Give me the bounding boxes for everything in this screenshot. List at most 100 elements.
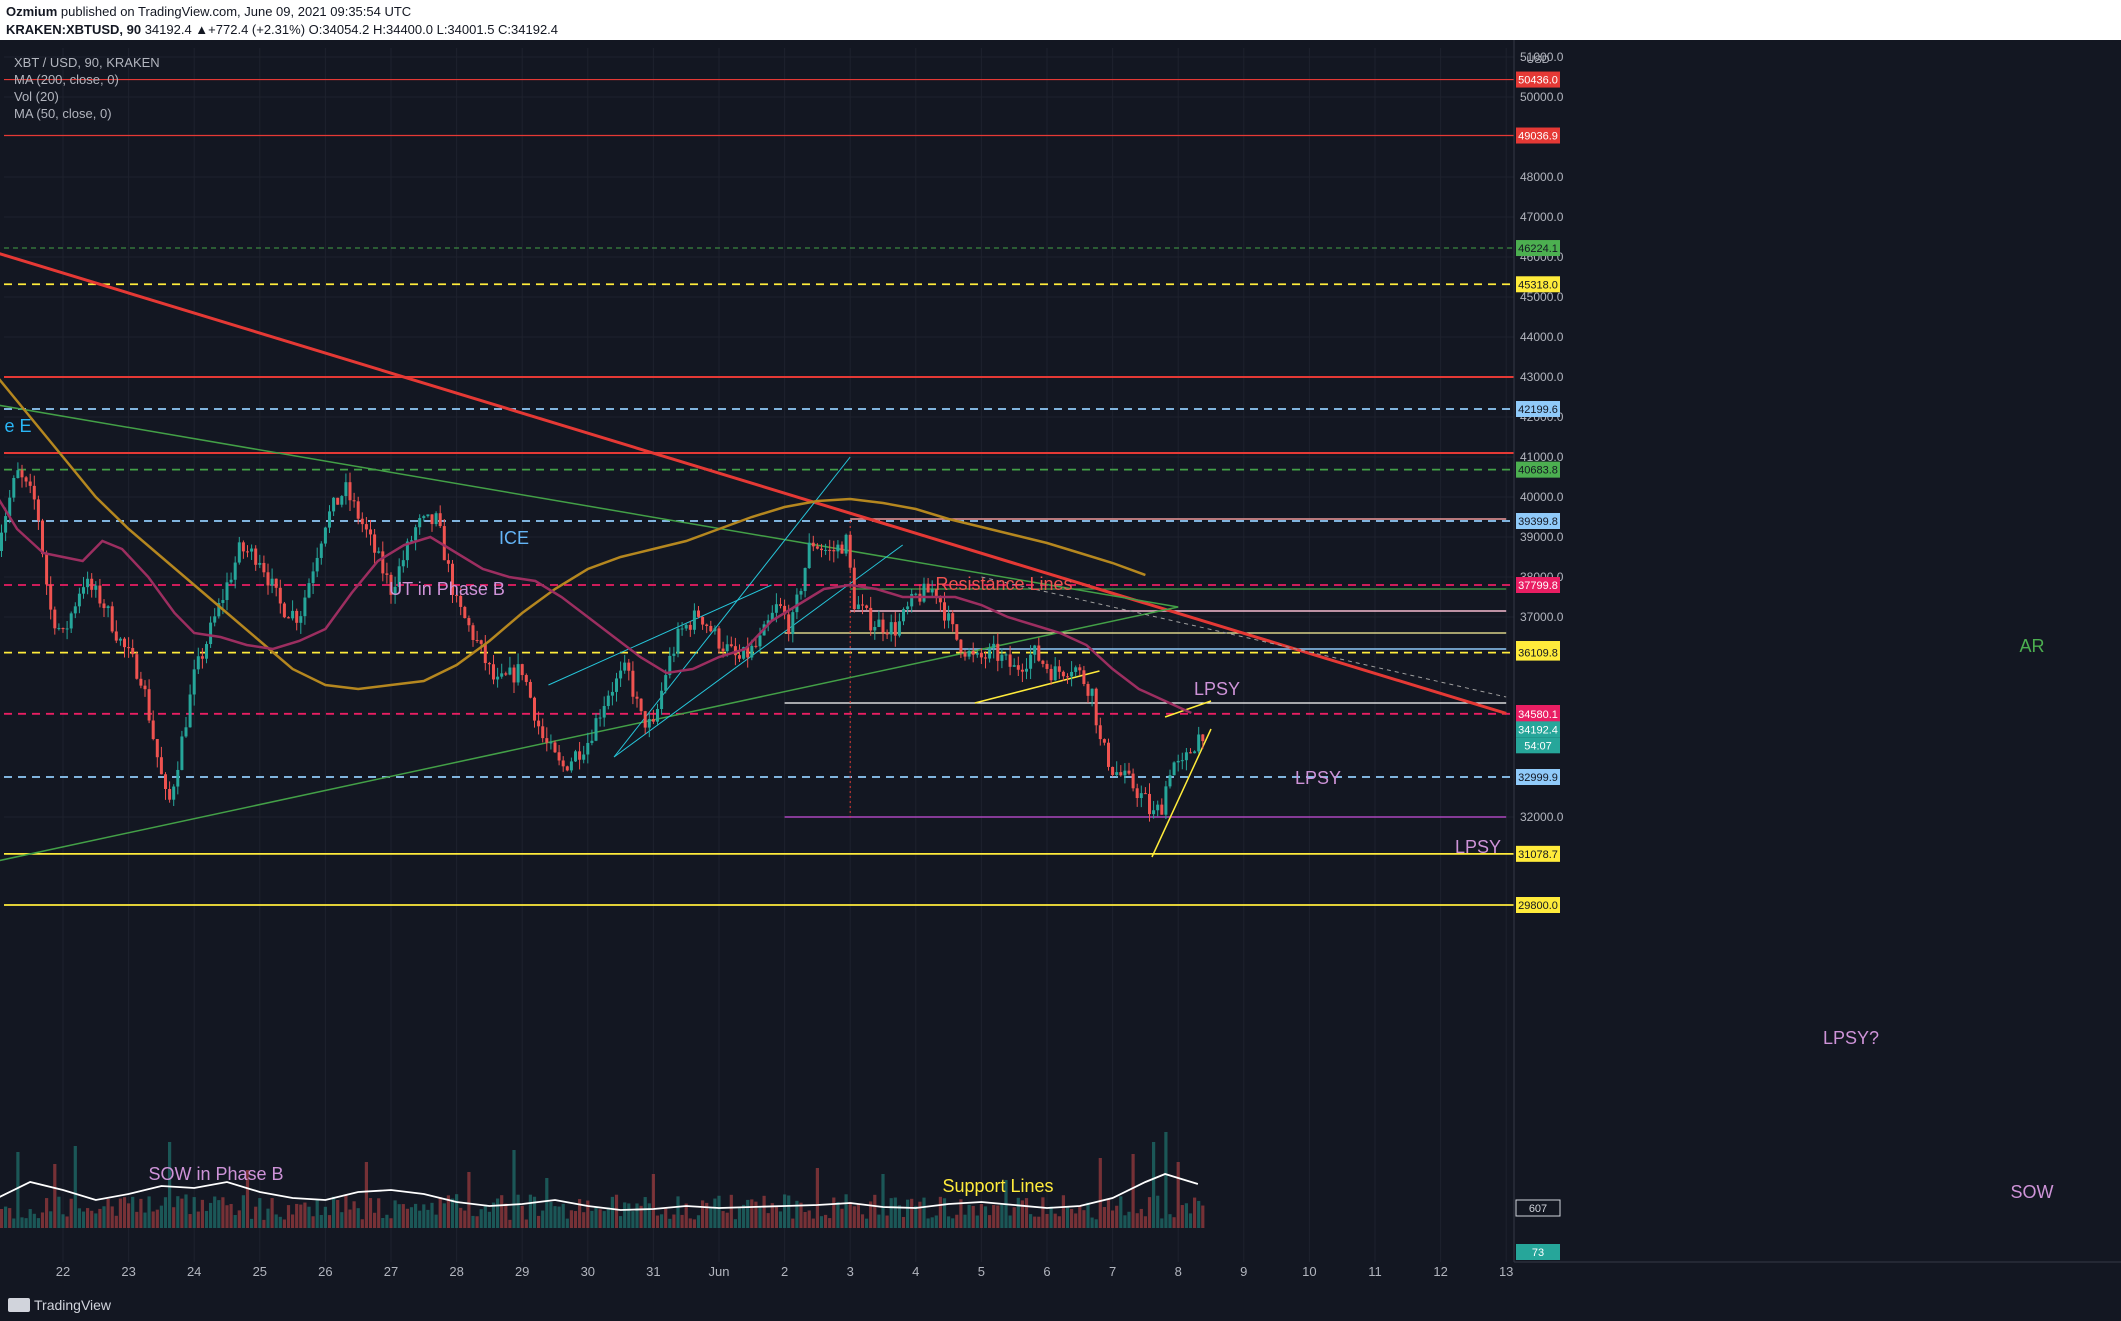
candle-body <box>282 603 286 618</box>
volume-bar <box>783 1194 787 1228</box>
price-tick-label: 43000.0 <box>1520 370 1564 384</box>
volume-bar <box>81 1211 86 1228</box>
volume-bar <box>598 1209 602 1228</box>
volume-bar <box>528 1194 532 1228</box>
candle-body <box>168 788 172 800</box>
volume-bar <box>541 1210 545 1228</box>
candle-body <box>569 761 573 771</box>
time-axis[interactable]: 22 23 24 25 26 27 28 29 30 31 Jun 2 3 4 5 6 7 8 9 10 11 12 13 <box>56 1264 1514 1279</box>
volume-bar <box>467 1172 471 1228</box>
trendline <box>1151 728 1212 858</box>
candle-body <box>865 605 869 608</box>
price-label-box <box>1516 240 1560 257</box>
volume-bar <box>12 1218 16 1228</box>
candle-body <box>504 673 508 675</box>
trendlines <box>0 252 1507 862</box>
candle-body <box>701 616 705 625</box>
volume-bar <box>336 1199 340 1228</box>
volume-bar <box>619 1216 623 1228</box>
volume-bar <box>922 1197 926 1228</box>
volume-bar <box>865 1218 869 1228</box>
candle-body <box>274 578 278 588</box>
volume-bar <box>356 1208 360 1228</box>
price-tick-label: 47000.0 <box>1520 210 1564 224</box>
price-label-box <box>1516 71 1560 88</box>
volume-bar <box>1053 1213 1057 1228</box>
candle-body <box>1148 793 1151 815</box>
candle-body <box>127 647 131 649</box>
volume-bar <box>233 1215 237 1228</box>
volume-bar <box>504 1203 508 1228</box>
volume-bar <box>910 1198 914 1228</box>
volume-bar <box>307 1206 311 1228</box>
candle-body <box>77 593 81 607</box>
price-tick-label: 50000.0 <box>1520 90 1564 104</box>
candle-body <box>934 589 938 597</box>
trendline <box>974 670 1100 704</box>
price-label-box <box>1516 769 1560 785</box>
candle-body <box>118 638 122 641</box>
candle-body <box>549 742 553 744</box>
candle-body <box>664 675 668 691</box>
candle-body <box>221 600 225 603</box>
footer-bar: TradingView <box>0 1290 2121 1321</box>
volume-bar <box>348 1209 352 1228</box>
volume-bar <box>893 1197 897 1228</box>
candle-body <box>377 551 381 553</box>
candle-body <box>967 650 971 657</box>
volume-bar <box>102 1206 106 1228</box>
volume-bar <box>241 1195 245 1228</box>
candle-body <box>1057 666 1061 672</box>
price-chart[interactable]: ICE UT in Phase B Resistance Lines LPSY LPSY… <box>0 40 2121 1290</box>
candle-body <box>73 606 77 614</box>
candle-body <box>471 625 475 640</box>
time-tick-label: 12 <box>1433 1264 1447 1279</box>
volume-bar <box>828 1218 832 1228</box>
candle-body <box>766 620 770 625</box>
candle-body <box>205 644 208 659</box>
candle-body <box>61 628 65 630</box>
volume-bar <box>98 1208 102 1228</box>
volume-bar <box>791 1218 795 1228</box>
volume-bar <box>364 1162 368 1228</box>
volume-bar <box>500 1195 504 1228</box>
time-tick-label: 30 <box>581 1264 595 1279</box>
volume-label: 607 <box>1529 1203 1547 1215</box>
candle-body <box>1094 688 1098 726</box>
candle-body <box>635 696 639 699</box>
candle-body <box>1184 752 1188 761</box>
candle-body <box>479 640 483 644</box>
candle-body <box>401 560 405 567</box>
volume-bar <box>209 1202 213 1228</box>
volume-bar <box>151 1211 155 1228</box>
volume-bar <box>1143 1216 1147 1228</box>
volume-bar <box>397 1204 401 1228</box>
candle-body <box>94 585 98 590</box>
volume-bar <box>975 1215 979 1228</box>
volume-bar <box>1111 1210 1115 1228</box>
volume-bar <box>762 1195 766 1228</box>
time-tick-label: 26 <box>318 1264 332 1279</box>
time-tick-label: 25 <box>253 1264 267 1279</box>
volume-bar <box>955 1214 959 1228</box>
price-tick-label: 41000.0 <box>1520 450 1564 464</box>
candle-body <box>1016 665 1020 670</box>
volume-bar <box>32 1213 36 1228</box>
candle-body <box>311 571 315 584</box>
candle-body <box>434 513 438 525</box>
volume-bar <box>688 1218 692 1228</box>
candle-body <box>553 742 557 753</box>
price-axis[interactable]: USD51000.050000.048000.047000.046000.045… <box>1513 40 2121 1290</box>
volume-bar <box>725 1212 729 1228</box>
price-label-box <box>1516 276 1560 293</box>
candle-body <box>328 511 331 528</box>
volume-bar <box>422 1204 426 1228</box>
annotation-label: SOW <box>2011 1182 2054 1202</box>
volume-bar <box>930 1217 934 1228</box>
candle-body <box>516 664 520 683</box>
volume-bar <box>434 1214 438 1228</box>
candle-body <box>803 568 807 592</box>
candle-body <box>49 584 53 610</box>
volume-bar <box>840 1208 844 1228</box>
volume-bar <box>1061 1195 1065 1228</box>
